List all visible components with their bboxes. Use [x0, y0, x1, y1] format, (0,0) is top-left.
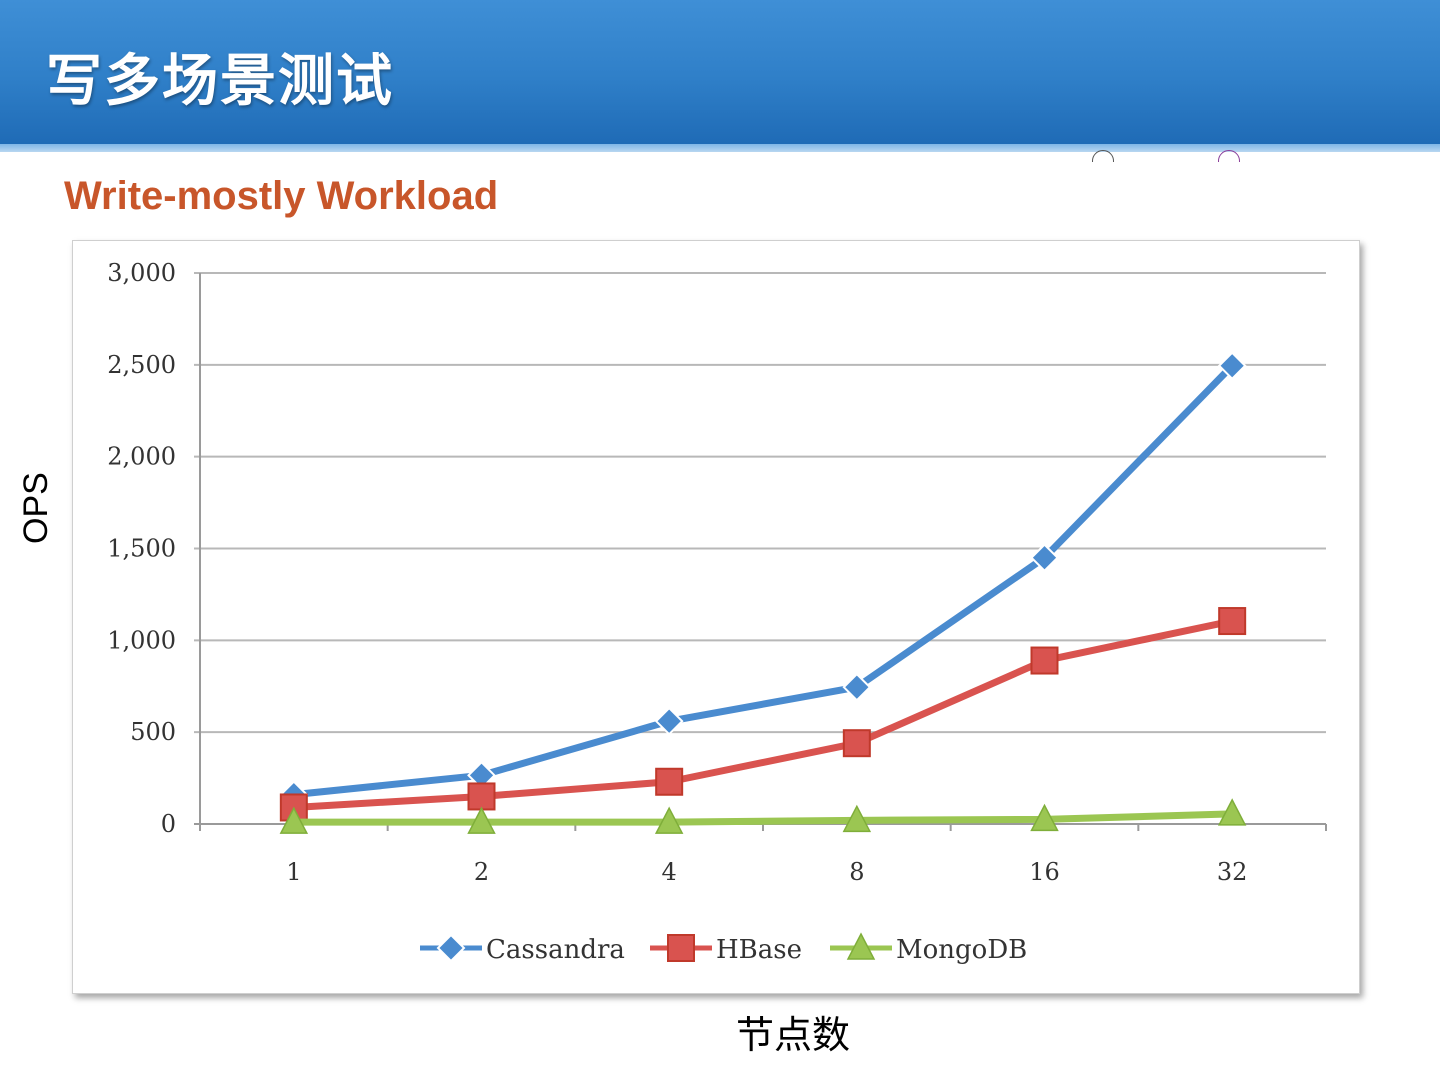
decorative-circle-icon	[1218, 150, 1240, 162]
cassandra-point	[1217, 351, 1247, 381]
cassandra-point	[1030, 543, 1059, 573]
mongodb-line	[290, 810, 1236, 826]
hbase-point	[655, 767, 684, 796]
mongodb-point	[467, 806, 496, 834]
y-tick-label: 3,000	[107, 259, 176, 287]
header-divider	[0, 144, 1440, 152]
x-tick-label: 4	[662, 858, 677, 886]
mongodb-legend-label: MongoDB	[896, 935, 1027, 965]
cassandra-point	[654, 706, 684, 736]
y-tick-label: 1,500	[107, 535, 176, 563]
cassandra-point	[842, 672, 872, 702]
x-tick-label: 16	[1029, 858, 1060, 886]
hbase-point	[1030, 646, 1059, 675]
mongodb-legend-marker	[846, 932, 876, 960]
mongodb-point	[1030, 803, 1059, 832]
x-tick-label: 2	[474, 858, 489, 886]
hbase-line	[290, 617, 1236, 811]
mongodb-point	[1217, 798, 1247, 826]
mongodb-point	[654, 806, 684, 834]
slide-header	[0, 0, 1440, 144]
y-tick-label: 2,500	[107, 351, 176, 379]
hbase-legend-label: HBase	[716, 935, 802, 965]
y-tick-label: 2,000	[107, 443, 176, 471]
hbase-legend-marker	[667, 934, 695, 962]
slide-title: 写多场景测试	[46, 49, 394, 114]
cassandra-legend-marker	[436, 933, 466, 963]
mongodb-point	[279, 806, 309, 834]
decorative-circle-icon	[1092, 150, 1114, 162]
y-tick-label: 500	[130, 718, 176, 746]
cassandra-legend-label: Cassandra	[486, 935, 625, 965]
mongodb-point	[842, 804, 872, 833]
x-axis-label: 节点数	[736, 1013, 851, 1057]
hbase-point	[1218, 607, 1247, 636]
chart-title: Write-mostly Workload	[64, 174, 499, 218]
y-axis-label: OPS	[17, 472, 55, 544]
x-tick-label: 32	[1217, 858, 1248, 886]
cassandra-line	[290, 362, 1236, 799]
hbase-point	[467, 782, 496, 811]
x-tick-label: 1	[286, 858, 301, 886]
hbase-point	[842, 729, 871, 758]
y-tick-label: 1,000	[107, 626, 176, 654]
x-tick-label: 8	[849, 858, 864, 886]
y-tick-label: 0	[161, 810, 176, 838]
